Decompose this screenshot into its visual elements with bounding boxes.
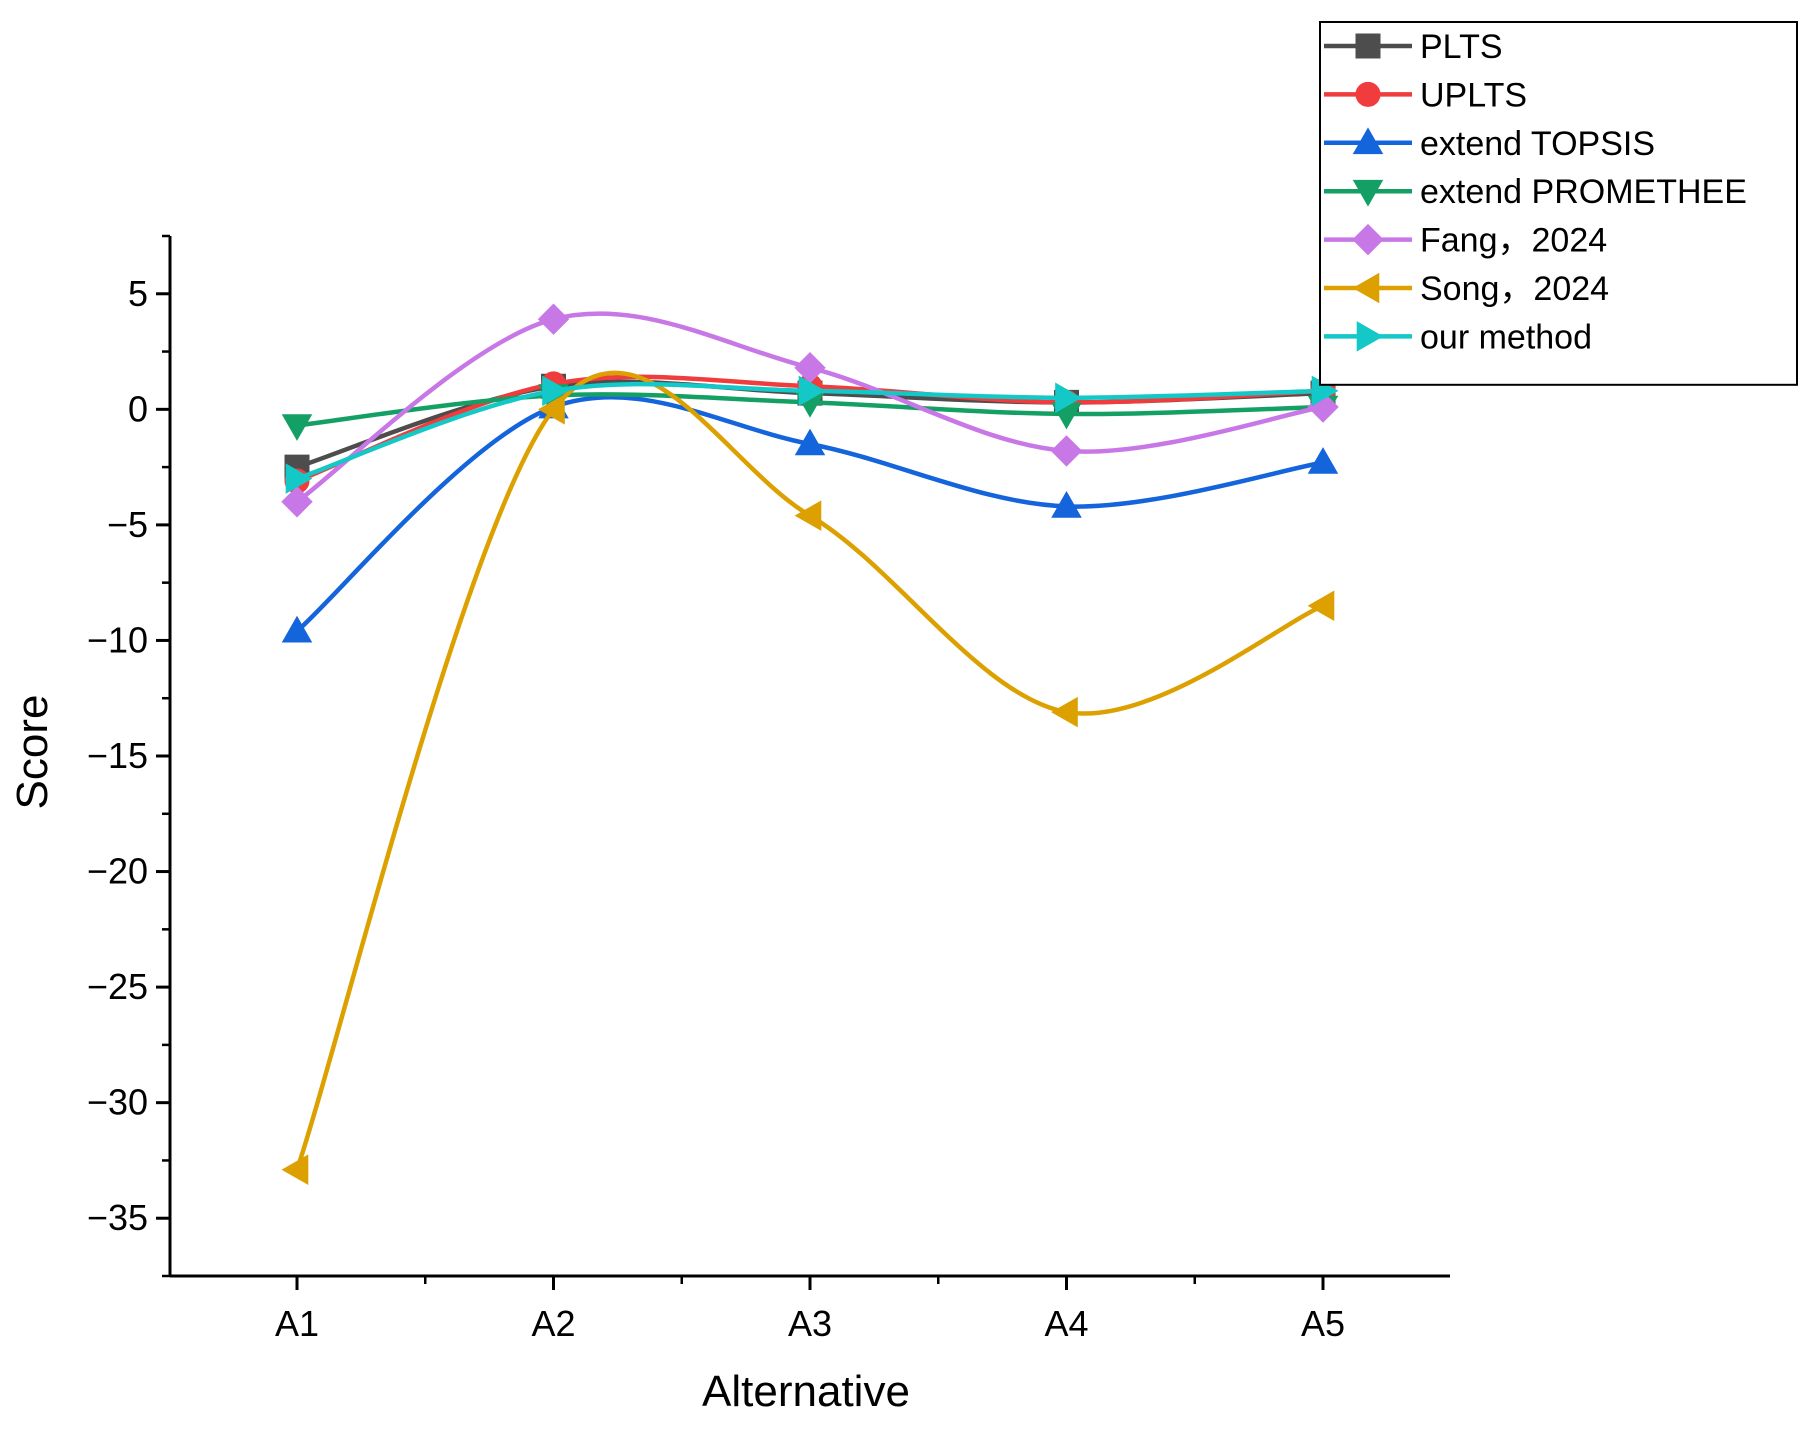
legend-label: extend TOPSIS [1420,125,1655,163]
legend-label: Song，2024 [1420,270,1609,308]
series-song-2024 [281,370,1335,1185]
plot-area [281,303,1339,1185]
legend-marker [1356,321,1384,352]
axes: 5 0 −5 −10 −15 −20 −25 −30 −35 A1 A2 A3 A4 A5 [87,234,1450,1344]
legend-item: Fang，2024 [1324,222,1607,260]
x-tick-label: A2 [531,1303,575,1344]
x-axis-title: Alternative [702,1367,910,1416]
legend-marker [1355,81,1381,107]
legend-label: extend PROMETHEE [1420,173,1747,211]
y-tick-label: −30 [87,1082,148,1123]
data-point [285,463,313,494]
data-point [1051,696,1078,728]
data-point [542,375,569,407]
legend-item: Song，2024 [1324,270,1609,308]
data-point [1055,382,1082,414]
legend-label: UPLTS [1420,76,1527,114]
y-tick-label: −15 [87,735,148,776]
data-point [281,414,313,441]
y-tick-label: −25 [87,966,148,1007]
legend-item: our method [1324,318,1592,356]
x-tick-label: A4 [1044,1303,1088,1344]
data-point [1050,435,1083,467]
legend-label: Fang，2024 [1420,222,1607,260]
data-point [1307,447,1339,474]
data-point [1051,490,1082,518]
legend-label: PLTS [1420,28,1503,66]
legend-marker [1352,179,1384,207]
series-our-method [285,375,1339,494]
series-line [294,370,1324,1171]
data-point [538,394,565,425]
series-fang-2024 [281,303,1339,518]
data-point [281,615,313,643]
data-point [798,375,826,407]
y-tick-label: −5 [107,504,148,545]
legend-item: extend PROMETHEE [1324,173,1747,211]
y-axis-title: Score [8,695,57,810]
legend: PLTS UPLTS extend TOPSIS extend PROMETHEE Fa… [1319,21,1798,386]
legend-marker [1352,272,1380,304]
data-point [1307,590,1335,622]
y-tick-label: 5 [128,273,148,314]
legend-marker [1352,127,1384,155]
data-point [281,1154,309,1185]
y-tick-label: −20 [87,851,148,892]
y-tick-label: −35 [87,1197,148,1238]
x-tick-label: A1 [275,1303,319,1344]
legend-label: our method [1420,318,1592,356]
legend-marker [1352,223,1384,256]
data-point [281,486,313,518]
y-tick-label: −10 [87,619,148,660]
data-point [794,428,826,456]
legend-item: UPLTS [1324,76,1527,114]
legend-item: PLTS [1324,28,1503,66]
data-point [537,303,570,335]
x-tick-label: A5 [1301,1303,1345,1344]
legend-marker [1355,33,1381,59]
legend-item: extend TOPSIS [1324,125,1655,163]
data-point [794,500,822,531]
x-tick-label: A3 [788,1303,832,1344]
legend-box [1319,21,1798,386]
y-tick-label: 0 [128,388,148,429]
